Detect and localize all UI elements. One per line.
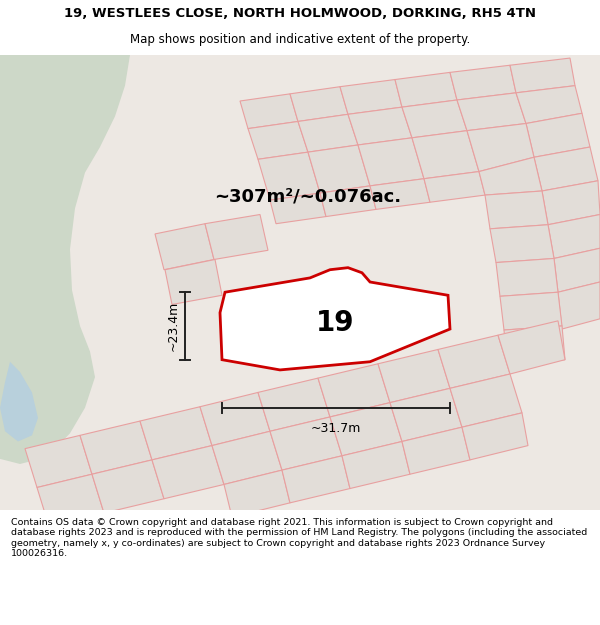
- Text: 19: 19: [316, 309, 354, 337]
- Polygon shape: [342, 441, 410, 489]
- Polygon shape: [200, 392, 270, 446]
- Polygon shape: [258, 152, 320, 200]
- Polygon shape: [224, 470, 290, 517]
- Polygon shape: [270, 417, 342, 470]
- Polygon shape: [438, 335, 510, 388]
- Polygon shape: [548, 214, 600, 259]
- Polygon shape: [165, 259, 222, 304]
- Polygon shape: [534, 147, 598, 191]
- Polygon shape: [467, 124, 534, 171]
- Polygon shape: [516, 86, 582, 124]
- Polygon shape: [248, 121, 308, 159]
- Text: Map shows position and indicative extent of the property.: Map shows position and indicative extent…: [130, 33, 470, 46]
- Text: ~307m²/~0.076ac.: ~307m²/~0.076ac.: [214, 187, 401, 205]
- Polygon shape: [450, 65, 516, 100]
- Polygon shape: [340, 79, 402, 114]
- Polygon shape: [290, 87, 348, 121]
- Polygon shape: [498, 321, 565, 374]
- Polygon shape: [479, 158, 542, 195]
- Polygon shape: [412, 131, 479, 179]
- Polygon shape: [0, 362, 38, 441]
- Text: ~31.7m: ~31.7m: [311, 422, 361, 435]
- Polygon shape: [80, 421, 152, 474]
- Polygon shape: [298, 114, 358, 152]
- Polygon shape: [140, 407, 212, 460]
- Polygon shape: [0, 55, 130, 464]
- Polygon shape: [526, 113, 590, 158]
- Text: 19, WESTLEES CLOSE, NORTH HOLMWOOD, DORKING, RH5 4TN: 19, WESTLEES CLOSE, NORTH HOLMWOOD, DORK…: [64, 8, 536, 20]
- Polygon shape: [282, 456, 350, 503]
- Polygon shape: [155, 224, 214, 270]
- Polygon shape: [212, 431, 282, 484]
- Polygon shape: [25, 436, 92, 488]
- Polygon shape: [500, 292, 562, 330]
- Polygon shape: [258, 378, 330, 431]
- Polygon shape: [457, 93, 526, 131]
- Polygon shape: [395, 72, 457, 107]
- Polygon shape: [554, 248, 600, 292]
- Text: ~23.4m: ~23.4m: [167, 301, 180, 351]
- Polygon shape: [542, 181, 600, 225]
- Polygon shape: [450, 374, 522, 427]
- Polygon shape: [358, 138, 424, 186]
- Polygon shape: [370, 179, 430, 209]
- Polygon shape: [558, 282, 600, 329]
- Polygon shape: [402, 100, 467, 138]
- Polygon shape: [348, 107, 412, 145]
- Polygon shape: [320, 186, 376, 216]
- Polygon shape: [510, 58, 575, 93]
- Polygon shape: [330, 402, 402, 456]
- Polygon shape: [485, 191, 548, 229]
- Polygon shape: [402, 427, 470, 474]
- Polygon shape: [92, 460, 164, 513]
- Polygon shape: [318, 364, 390, 417]
- Polygon shape: [205, 214, 268, 259]
- Polygon shape: [220, 268, 450, 370]
- Polygon shape: [496, 259, 558, 296]
- Polygon shape: [504, 326, 565, 364]
- Polygon shape: [490, 225, 554, 262]
- Polygon shape: [152, 446, 224, 499]
- Polygon shape: [37, 474, 104, 526]
- Polygon shape: [462, 413, 528, 460]
- Polygon shape: [308, 145, 370, 193]
- Polygon shape: [270, 193, 326, 224]
- Polygon shape: [240, 94, 298, 129]
- Polygon shape: [390, 388, 462, 441]
- Text: Contains OS data © Crown copyright and database right 2021. This information is : Contains OS data © Crown copyright and d…: [11, 518, 587, 558]
- Polygon shape: [424, 171, 485, 202]
- Polygon shape: [378, 349, 450, 403]
